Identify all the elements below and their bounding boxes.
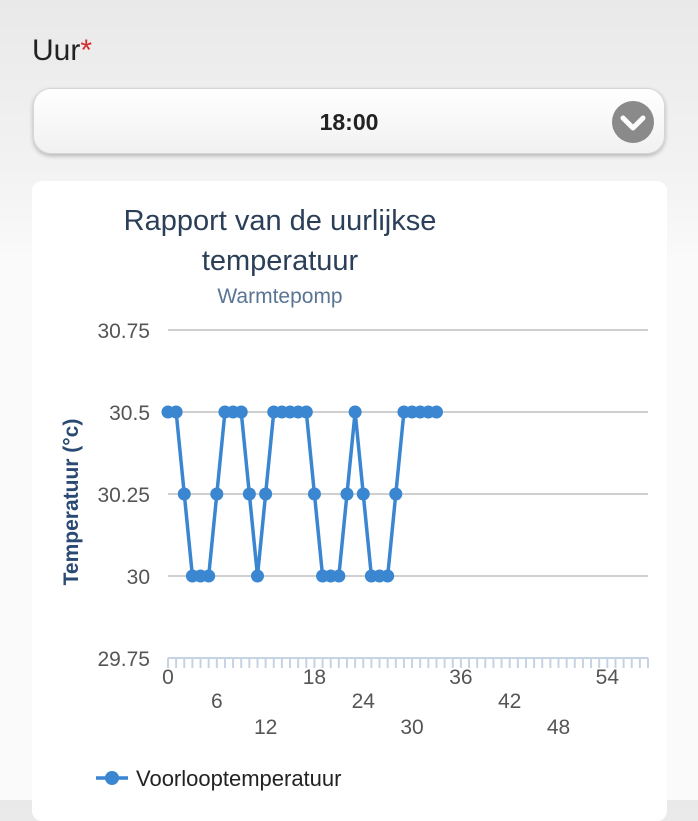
data-point bbox=[234, 405, 248, 419]
y-axis-title: Temperatuur (°c) bbox=[60, 419, 83, 586]
required-marker: * bbox=[80, 34, 93, 67]
temperature-chart: 29.75 30 30.25 30.5 30.75 0 6 12 18 24 30 36 42 48 54 T… bbox=[60, 320, 649, 791]
y-tick-label: 30.75 bbox=[97, 320, 150, 343]
chart-subtitle: Warmtepomp bbox=[217, 285, 343, 308]
data-point bbox=[348, 405, 362, 419]
x-tick-label: 48 bbox=[547, 716, 570, 739]
chevron-down-icon[interactable] bbox=[612, 101, 654, 143]
y-tick-label: 29.75 bbox=[97, 648, 150, 671]
data-point bbox=[381, 569, 395, 583]
data-point bbox=[340, 487, 354, 501]
chart-card bbox=[32, 181, 667, 821]
chart-title: Rapport van de uurlijkse temperatuur bbox=[123, 205, 437, 277]
x-tick-label: 42 bbox=[498, 690, 521, 713]
data-point bbox=[202, 569, 216, 583]
hour-label-text: Uur bbox=[32, 34, 81, 67]
data-point bbox=[210, 487, 224, 501]
x-tick-label: 30 bbox=[400, 716, 423, 739]
y-tick-label: 30.25 bbox=[97, 484, 150, 507]
data-point bbox=[177, 487, 191, 501]
data-point bbox=[307, 487, 321, 501]
data-point bbox=[299, 405, 313, 419]
x-tick-label: 54 bbox=[596, 666, 620, 689]
data-point bbox=[259, 487, 273, 501]
data-point bbox=[250, 569, 264, 583]
x-tick-label: 24 bbox=[352, 690, 376, 713]
data-point bbox=[356, 487, 370, 501]
x-tick-label: 12 bbox=[254, 716, 277, 739]
legend-marker bbox=[105, 771, 119, 785]
data-point bbox=[332, 569, 346, 583]
data-point bbox=[389, 487, 403, 501]
x-tick-label: 36 bbox=[449, 666, 472, 689]
data-point bbox=[242, 487, 256, 501]
data-point bbox=[429, 405, 443, 419]
legend-label: Voorlooptemperatuur bbox=[136, 766, 341, 791]
hour-select-value: 18:00 bbox=[319, 109, 379, 135]
x-tick-label: 0 bbox=[162, 666, 174, 689]
data-point bbox=[169, 405, 183, 419]
hour-field-label: Uur* bbox=[32, 34, 92, 68]
y-tick-label: 30 bbox=[127, 566, 150, 589]
hour-select[interactable]: 18:00 bbox=[33, 88, 665, 154]
y-tick-label: 30.5 bbox=[109, 402, 150, 425]
x-tick-label: 18 bbox=[303, 666, 326, 689]
x-tick-label: 6 bbox=[211, 690, 223, 713]
